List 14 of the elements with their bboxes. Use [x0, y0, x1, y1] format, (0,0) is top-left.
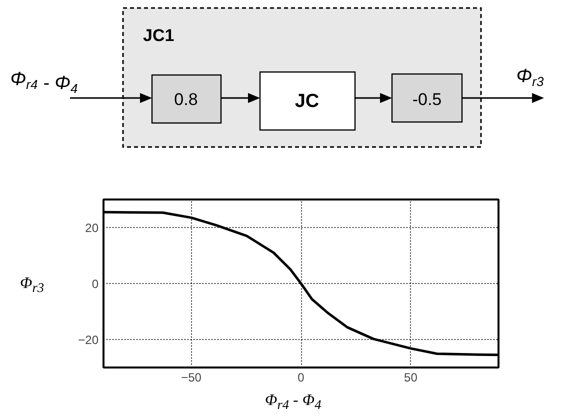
y-tick-label: −20: [78, 333, 99, 347]
x-axis-title: Φ$_{r4}$ - Φ$_{4}$: [265, 391, 322, 414]
text: Φ$_{r3}$: [516, 66, 544, 89]
text: -0.5: [412, 90, 442, 109]
y-tick-label: 0: [92, 277, 99, 291]
text: JC1: [143, 26, 174, 45]
y-axis-title: Φ$_{r3}$: [20, 274, 44, 298]
x-tick-label: −50: [181, 370, 202, 384]
x-tick-label: 0: [298, 370, 305, 384]
text: JC: [294, 91, 320, 112]
x-tick-label: 50: [404, 370, 418, 384]
text: Φ$_{r4}$ - Φ$_{4}$: [10, 69, 78, 96]
y-tick-label: 20: [85, 221, 99, 235]
text: 0.8: [174, 90, 198, 109]
